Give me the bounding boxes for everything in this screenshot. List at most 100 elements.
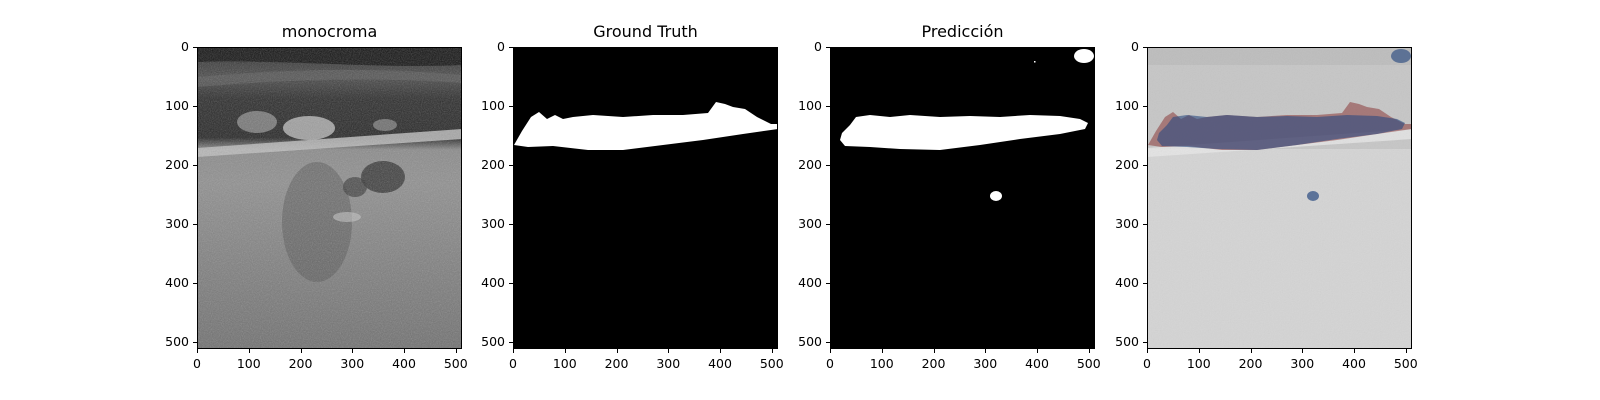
y-tick-label: 100: [1115, 97, 1139, 113]
x-tick-mark: [300, 349, 302, 353]
y-tick-label: 300: [165, 215, 189, 231]
x-tick-mark: [881, 349, 883, 353]
y-tick-label: 400: [481, 274, 505, 290]
y-tick-mark: [193, 164, 197, 166]
y-tick-mark: [509, 105, 513, 107]
y-tick-label: 400: [1115, 274, 1139, 290]
y-tick-mark: [826, 223, 830, 225]
x-tick-label: 0: [826, 356, 834, 371]
panel-prediccion: Predicción 0 100 200 300 400 500 0 100 200 300 40…: [798, 22, 1101, 371]
x-tick-label: 200: [288, 356, 313, 371]
x-tick-mark: [668, 349, 670, 353]
y-tick-label: 500: [481, 333, 505, 349]
x-tick-label: 0: [1143, 356, 1151, 371]
y-tick-mark: [509, 341, 513, 343]
x-tick-mark: [1147, 349, 1148, 353]
y-tick-label: 500: [165, 333, 189, 349]
x-tick-mark: [771, 349, 773, 353]
x-tick-label: 300: [1290, 356, 1315, 371]
x-tick-label: 400: [392, 356, 416, 371]
x-tick-label: 500: [1393, 356, 1418, 371]
x-tick-mark: [352, 349, 354, 353]
x-tick-label: 200: [604, 356, 629, 371]
x-tick-mark: [933, 349, 935, 353]
ground-truth-mask: [513, 47, 778, 349]
panel-ground-truth: Ground Truth 0 100 200 300 400 500 0 100 200 300…: [481, 22, 784, 371]
x-tick-label: 400: [708, 356, 732, 371]
x-tick-mark: [1088, 349, 1090, 353]
y-tick-mark: [826, 47, 830, 48]
y-tick-mark: [509, 223, 513, 225]
x-tick-mark: [1198, 349, 1200, 353]
panel-monocroma: monocroma: [165, 22, 468, 371]
x-tick-mark: [564, 349, 566, 353]
y-tick-mark: [509, 47, 513, 48]
y-tick-mark: [509, 164, 513, 166]
x-tick-label: 100: [869, 356, 894, 371]
y-tick-label: 200: [1115, 156, 1139, 172]
x-tick-label: 0: [509, 356, 517, 371]
y-tick-mark: [826, 105, 830, 107]
y-tick-mark: [1143, 223, 1147, 225]
x-tick-mark: [616, 349, 618, 353]
x-tick-label: 300: [656, 356, 681, 371]
y-tick-mark: [509, 282, 513, 284]
y-tick-mark: [193, 282, 197, 284]
y-tick-label: 500: [1115, 333, 1139, 349]
x-tick-label: 100: [236, 356, 261, 371]
y-tick-mark: [1143, 341, 1147, 343]
y-tick-label: 100: [481, 97, 505, 113]
y-tick-mark: [193, 47, 197, 48]
y-tick-label: 0: [181, 39, 189, 54]
overlay-image: [1147, 47, 1412, 349]
y-tick-label: 100: [798, 97, 822, 113]
prediction-overlay: [1157, 115, 1405, 150]
prediction-mask: [830, 47, 1095, 349]
y-tick-mark: [193, 223, 197, 225]
y-tick-label: 500: [798, 333, 822, 349]
panel-title: Predicción: [921, 22, 1004, 41]
y-tick-label: 0: [1131, 39, 1139, 54]
x-tick-mark: [404, 349, 406, 353]
x-tick-mark: [985, 349, 987, 353]
x-tick-label: 300: [973, 356, 998, 371]
y-tick-label: 200: [798, 156, 822, 172]
x-tick-label: 100: [1186, 356, 1211, 371]
y-tick-label: 100: [165, 97, 189, 113]
x-tick-mark: [1302, 349, 1304, 353]
y-tick-label: 200: [481, 156, 505, 172]
x-tick-mark: [1354, 349, 1356, 353]
panel-title: Ground Truth: [593, 22, 698, 41]
ultrasound-image: [197, 47, 462, 349]
x-tick-mark: [720, 349, 722, 353]
y-tick-label: 0: [814, 39, 822, 54]
y-tick-label: 400: [798, 274, 822, 290]
x-tick-label: 0: [193, 356, 201, 371]
x-tick-label: 100: [552, 356, 577, 371]
panel-overlay: 0 100 200 300 400 500 0 100 200 300 400 500: [1115, 40, 1418, 372]
y-tick-mark: [1143, 164, 1147, 166]
x-tick-mark: [1405, 349, 1407, 353]
x-tick-label: 400: [1025, 356, 1049, 371]
x-tick-label: 500: [443, 356, 468, 371]
x-tick-mark: [513, 349, 514, 353]
x-tick-mark: [455, 349, 457, 353]
y-tick-mark: [193, 105, 197, 107]
y-tick-label: 300: [481, 215, 505, 231]
y-tick-label: 200: [165, 156, 189, 172]
x-tick-mark: [197, 349, 198, 353]
y-tick-mark: [1143, 47, 1147, 48]
y-tick-mark: [826, 164, 830, 166]
y-tick-mark: [1143, 282, 1147, 284]
y-tick-mark: [193, 341, 197, 343]
x-tick-label: 200: [921, 356, 946, 371]
x-tick-label: 500: [759, 356, 784, 371]
y-tick-label: 400: [165, 274, 189, 290]
panel-title: monocroma: [281, 22, 378, 41]
y-tick-label: 300: [1115, 215, 1139, 231]
y-tick-label: 300: [798, 215, 822, 231]
x-tick-mark: [1037, 349, 1039, 353]
x-tick-label: 200: [1238, 356, 1263, 371]
x-tick-label: 300: [340, 356, 365, 371]
x-tick-mark: [248, 349, 250, 353]
